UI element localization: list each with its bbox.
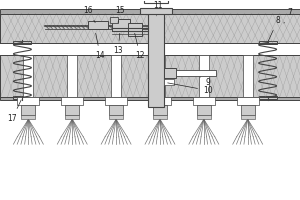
- Bar: [17, 97, 39, 105]
- Bar: [153, 115, 167, 119]
- Bar: [243, 55, 253, 97]
- Bar: [65, 105, 79, 115]
- Bar: [21, 105, 35, 115]
- Bar: [1, 55, 299, 97]
- Bar: [105, 97, 127, 105]
- Bar: [14, 96, 32, 99]
- Bar: [110, 17, 118, 23]
- Bar: [149, 97, 171, 105]
- Bar: [237, 97, 259, 105]
- Bar: [21, 115, 35, 119]
- Text: 10: 10: [168, 83, 213, 95]
- Bar: [111, 55, 121, 97]
- Bar: [155, 55, 165, 97]
- Text: 14: 14: [95, 33, 105, 60]
- Bar: [241, 105, 255, 115]
- Bar: [67, 55, 77, 97]
- Bar: [1, 14, 299, 43]
- Text: 9: 9: [200, 77, 210, 87]
- Text: 7: 7: [284, 8, 292, 23]
- Bar: [148, 9, 164, 107]
- Bar: [164, 79, 174, 85]
- Bar: [197, 105, 211, 115]
- Bar: [1, 9, 299, 14]
- Bar: [197, 115, 211, 119]
- Bar: [1, 14, 299, 43]
- Bar: [61, 97, 83, 105]
- Text: 8: 8: [269, 16, 280, 40]
- Bar: [241, 115, 255, 119]
- Bar: [199, 55, 209, 97]
- Bar: [259, 41, 277, 44]
- Text: 16: 16: [83, 6, 95, 23]
- Text: 11: 11: [153, 1, 163, 16]
- Bar: [144, 0, 168, 3]
- Text: 15: 15: [115, 6, 125, 23]
- Bar: [65, 115, 79, 119]
- Bar: [109, 115, 123, 119]
- Bar: [176, 70, 216, 76]
- Bar: [259, 96, 277, 99]
- Bar: [140, 8, 172, 14]
- Bar: [23, 55, 33, 97]
- Bar: [128, 23, 142, 36]
- Bar: [1, 97, 299, 100]
- Text: 12: 12: [135, 33, 145, 60]
- Bar: [153, 105, 167, 115]
- Bar: [14, 41, 32, 44]
- Text: 17: 17: [8, 100, 21, 123]
- Bar: [109, 105, 123, 115]
- Text: 13: 13: [113, 33, 123, 55]
- Bar: [112, 19, 130, 31]
- Bar: [193, 97, 215, 105]
- Bar: [164, 68, 176, 78]
- Bar: [88, 21, 108, 29]
- Bar: [1, 55, 299, 97]
